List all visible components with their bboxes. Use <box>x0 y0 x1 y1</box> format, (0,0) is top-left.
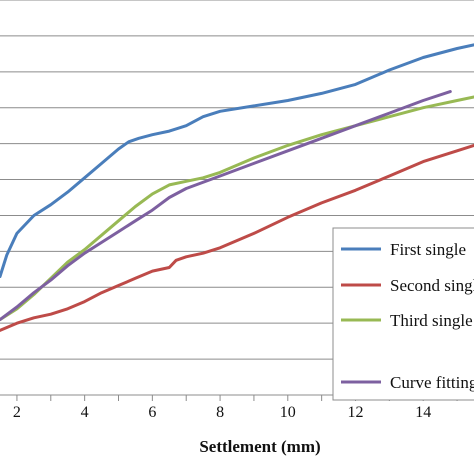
x-tick-label: 6 <box>148 404 156 421</box>
legend-box <box>332 227 474 401</box>
legend-label: Third single <box>390 311 473 330</box>
x-tick-label: 10 <box>280 404 296 421</box>
series-line <box>0 95 474 322</box>
series-line <box>0 43 474 278</box>
legend-label: Curve fitting <box>390 373 474 392</box>
legend-label: First single <box>390 240 466 259</box>
legend-entry: Second single <box>341 276 474 295</box>
x-axis-title: Settlement (mm) <box>199 437 320 456</box>
x-tick-label: 14 <box>415 404 431 421</box>
x-tick-label: 4 <box>81 404 89 421</box>
x-tick-label: 8 <box>216 404 224 421</box>
legend-entry: Third single <box>341 311 473 330</box>
series-line <box>0 90 452 322</box>
grid-lines <box>0 0 474 360</box>
legend-label: Second single <box>390 276 474 295</box>
series-lines <box>0 43 474 332</box>
legend-entry: Curve fitting <box>341 373 474 392</box>
series-line <box>0 143 474 332</box>
x-tick-label: 2 <box>13 404 21 421</box>
legend: First single Second single Third single … <box>332 227 474 401</box>
x-tick-label: 12 <box>348 404 364 421</box>
legend-entry: First single <box>341 240 466 259</box>
